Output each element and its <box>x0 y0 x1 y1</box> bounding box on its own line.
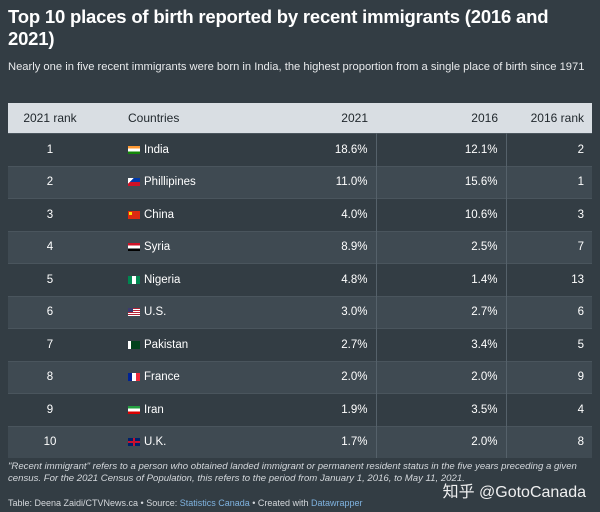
country-name: Phillipines <box>144 176 196 189</box>
pct-2021-cell: 2.0% <box>268 360 377 394</box>
uk-flag-icon <box>128 438 140 447</box>
data-table: 2021 rank Countries 2021 2016 2016 rank … <box>8 103 592 458</box>
pct-2016-cell: 15.6% <box>376 165 507 199</box>
rank-2016-cell: 3 <box>506 198 592 231</box>
country-cell: Phillipines <box>92 165 268 199</box>
rank-2016-cell: 8 <box>506 425 592 458</box>
country-name: U.K. <box>144 436 167 449</box>
pct-2016-cell: 1.4% <box>376 263 507 296</box>
pct-2021-cell: 2.7% <box>268 328 377 361</box>
pct-2016-cell: 2.0% <box>376 425 507 458</box>
rank-2016-cell: 5 <box>506 328 592 361</box>
rank-2016-cell: 7 <box>506 230 592 264</box>
philippines-flag-icon <box>128 178 140 187</box>
rank-2021-cell: 8 <box>8 360 92 394</box>
pct-2021-cell: 18.6% <box>268 133 377 166</box>
column-header: 2021 <box>268 103 376 134</box>
country-name: China <box>144 208 175 221</box>
country-name: U.S. <box>144 306 167 319</box>
country-cell: Nigeria <box>92 263 268 296</box>
country-cell: China <box>92 198 268 231</box>
credit-middle: • Created with <box>249 498 311 508</box>
country-cell: Syria <box>92 230 268 264</box>
china-flag-icon <box>128 210 140 219</box>
country-name: Syria <box>144 241 171 254</box>
india-flag-icon <box>128 145 140 154</box>
rank-2016-cell: 1 <box>506 165 592 199</box>
france-flag-icon <box>128 373 140 382</box>
rank-2021-cell: 10 <box>8 425 92 458</box>
pct-2016-cell: 3.5% <box>376 393 507 426</box>
syria-flag-icon <box>128 243 140 252</box>
pct-2021-cell: 1.9% <box>268 393 377 426</box>
pct-2016-cell: 10.6% <box>376 198 507 231</box>
table-row: 1 India 18.6% 12.1% 2 <box>8 133 592 166</box>
pakistan-flag-icon <box>128 340 140 349</box>
rank-2016-cell: 13 <box>506 263 592 296</box>
nigeria-flag-icon <box>128 275 140 284</box>
chart-title: Top 10 places of birth reported by recen… <box>8 6 549 49</box>
footnote: "Recent immigrant" refers to a person wh… <box>8 461 577 484</box>
rank-2021-cell: 9 <box>8 393 92 426</box>
credit-line: Table: Deena Zaidi/CTVNews.ca • Source: … <box>8 498 408 508</box>
watermark: 知乎 @GotoCanada <box>442 484 586 501</box>
column-header: Countries <box>92 103 268 134</box>
us-flag-icon <box>128 308 140 317</box>
pct-2021-cell: 3.0% <box>268 295 377 329</box>
table-row: 8 France 2.0% 2.0% 9 <box>8 360 592 394</box>
country-cell: France <box>92 360 268 394</box>
column-header: 2016 <box>376 103 506 134</box>
table-row: 7 Pakistan 2.7% 3.4% 5 <box>8 328 592 361</box>
country-name: India <box>144 143 169 156</box>
country-name: France <box>144 371 180 384</box>
pct-2021-cell: 4.0% <box>268 198 377 231</box>
table-row: 5 Nigeria 4.8% 1.4% 13 <box>8 263 592 296</box>
table-row: 10 U.K. 1.7% 2.0% 8 <box>8 425 592 458</box>
table-row: 4 Syria 8.9% 2.5% 7 <box>8 230 592 264</box>
pct-2021-cell: 11.0% <box>268 165 377 199</box>
table-row: 6 U.S. 3.0% 2.7% 6 <box>8 295 592 329</box>
country-cell: U.S. <box>92 295 268 329</box>
country-cell: Pakistan <box>92 328 268 361</box>
rank-2016-cell: 2 <box>506 133 592 166</box>
rank-2021-cell: 1 <box>8 133 92 166</box>
chart-subtitle: Nearly one in five recent immigrants wer… <box>8 61 585 73</box>
pct-2016-cell: 12.1% <box>376 133 507 166</box>
rank-2016-cell: 6 <box>506 295 592 329</box>
table-header-row: 2021 rank Countries 2021 2016 2016 rank <box>8 103 592 134</box>
rank-2021-cell: 3 <box>8 198 92 231</box>
column-header: 2016 rank <box>506 103 592 134</box>
rank-2021-cell: 6 <box>8 295 92 329</box>
pct-2016-cell: 2.7% <box>376 295 507 329</box>
table-row: 9 Iran 1.9% 3.5% 4 <box>8 393 592 426</box>
country-cell: U.K. <box>92 425 268 458</box>
pct-2016-cell: 3.4% <box>376 328 507 361</box>
pct-2016-cell: 2.0% <box>376 360 507 394</box>
pct-2021-cell: 8.9% <box>268 230 377 264</box>
table-row: 3 China 4.0% 10.6% 3 <box>8 198 592 231</box>
country-name: Pakistan <box>144 338 189 351</box>
rank-2021-cell: 7 <box>8 328 92 361</box>
rank-2021-cell: 2 <box>8 165 92 199</box>
pct-2021-cell: 4.8% <box>268 263 377 296</box>
country-cell: Iran <box>92 393 268 426</box>
credit-prefix: Table: Deena Zaidi/CTVNews.ca • Source: <box>8 498 180 508</box>
source-link[interactable]: Statistics Canada <box>179 498 250 508</box>
iran-flag-icon <box>128 405 140 414</box>
rank-2016-cell: 4 <box>506 393 592 426</box>
country-name: Iran <box>144 403 164 416</box>
tool-link[interactable]: Datawrapper <box>310 498 363 508</box>
table-row: 2 Phillipines 11.0% 15.6% 1 <box>8 165 592 199</box>
rank-2021-cell: 4 <box>8 230 92 264</box>
rank-2021-cell: 5 <box>8 263 92 296</box>
pct-2016-cell: 2.5% <box>376 230 507 264</box>
column-header: 2021 rank <box>8 103 92 134</box>
country-cell: India <box>92 133 268 166</box>
pct-2021-cell: 1.7% <box>268 425 377 458</box>
rank-2016-cell: 9 <box>506 360 592 394</box>
country-name: Nigeria <box>144 273 181 286</box>
